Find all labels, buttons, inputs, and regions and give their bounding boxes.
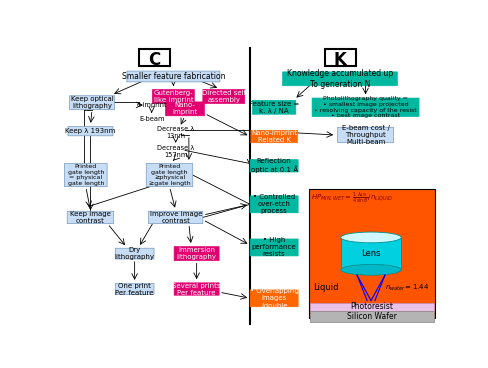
Text: Photoresist: Photoresist	[350, 302, 393, 311]
FancyBboxPatch shape	[203, 89, 244, 103]
FancyBboxPatch shape	[115, 284, 154, 294]
Text: • Controlled
over-etch
process: • Controlled over-etch process	[253, 194, 295, 214]
Text: K: K	[334, 50, 346, 68]
FancyBboxPatch shape	[115, 248, 154, 259]
FancyBboxPatch shape	[152, 89, 194, 103]
Text: E-beam cost /
Throughput
Multi-beam: E-beam cost / Throughput Multi-beam	[342, 125, 389, 145]
Text: e-imprint: e-imprint	[136, 102, 167, 108]
FancyBboxPatch shape	[251, 130, 297, 143]
Text: Immersion
lithography: Immersion lithography	[177, 247, 217, 260]
Text: Several prints
Per feature: Several prints Per feature	[172, 283, 221, 296]
Text: Directed self
assembly: Directed self assembly	[202, 90, 246, 103]
Text: $n_{water}= 1.44$: $n_{water}= 1.44$	[385, 282, 429, 293]
Bar	[325, 49, 355, 66]
Text: Nano-
imprint: Nano- imprint	[172, 102, 198, 115]
Text: Knowledge accumulated up
To generation N: Knowledge accumulated up To generation N	[287, 69, 393, 89]
Text: One print
Per feature: One print Per feature	[115, 283, 154, 296]
FancyBboxPatch shape	[341, 237, 401, 270]
Text: Silicon Wafer: Silicon Wafer	[347, 312, 397, 321]
Text: Smaller feature fabrication: Smaller feature fabrication	[122, 72, 225, 81]
Text: E-beam: E-beam	[139, 116, 164, 122]
FancyBboxPatch shape	[250, 290, 298, 307]
FancyBboxPatch shape	[310, 303, 434, 311]
Text: Keep optical
lithography: Keep optical lithography	[71, 96, 113, 109]
Text: Feature size =
k. λ / NA: Feature size = k. λ / NA	[249, 101, 299, 114]
FancyBboxPatch shape	[250, 196, 298, 213]
FancyBboxPatch shape	[174, 283, 219, 295]
Ellipse shape	[341, 264, 401, 275]
Text: C: C	[148, 50, 160, 68]
Text: • High
performance
resists: • High performance resists	[252, 237, 296, 258]
FancyBboxPatch shape	[68, 127, 113, 136]
FancyBboxPatch shape	[250, 160, 298, 172]
Text: Keep image
contrast: Keep image contrast	[70, 211, 111, 224]
FancyBboxPatch shape	[310, 311, 434, 322]
Text: Improve image
contrast: Improve image contrast	[149, 211, 202, 224]
FancyBboxPatch shape	[283, 72, 397, 86]
Text: Decrease λ
157nm: Decrease λ 157nm	[157, 145, 194, 159]
FancyBboxPatch shape	[338, 127, 393, 143]
FancyBboxPatch shape	[252, 100, 296, 114]
FancyBboxPatch shape	[127, 71, 220, 82]
Text: Keep λ 193nm: Keep λ 193nm	[65, 128, 116, 134]
FancyBboxPatch shape	[165, 102, 204, 116]
FancyBboxPatch shape	[148, 211, 203, 224]
Text: Lens: Lens	[361, 249, 381, 258]
FancyBboxPatch shape	[309, 189, 434, 318]
Ellipse shape	[341, 232, 401, 243]
FancyBboxPatch shape	[146, 163, 193, 187]
Text: • Overlapping
images
(double: • Overlapping images (double	[250, 288, 299, 308]
Text: Photolithography quality =
• smallest image projected
• resolving capacity of th: Photolithography quality = • smallest im…	[314, 96, 417, 118]
Text: Decrease λ
13nm: Decrease λ 13nm	[157, 126, 194, 139]
Text: Reflection
optic at 0.1 Å: Reflection optic at 0.1 Å	[250, 158, 298, 173]
FancyBboxPatch shape	[250, 239, 298, 256]
Text: Printed
gate length
≥physical
≥gate length: Printed gate length ≥physical ≥gate leng…	[149, 164, 190, 186]
Text: Dry
lithography: Dry lithography	[115, 247, 155, 260]
Text: Printed
gate length
= physical
gate length: Printed gate length = physical gate leng…	[68, 164, 104, 186]
FancyBboxPatch shape	[67, 211, 114, 224]
FancyBboxPatch shape	[69, 96, 115, 110]
FancyBboxPatch shape	[174, 247, 219, 261]
Text: Nano-imprint
Related K: Nano-imprint Related K	[251, 130, 297, 143]
FancyBboxPatch shape	[312, 98, 419, 117]
Text: $HP_{MIN,WET}=\frac{1}{4}\frac{\lambda_{AIR}}{\sin\theta}/n_{LIQUID}$: $HP_{MIN,WET}=\frac{1}{4}\frac{\lambda_{…	[311, 191, 393, 206]
Text: Gutenberg-
like imprint: Gutenberg- like imprint	[154, 90, 193, 103]
Bar	[139, 49, 169, 66]
Text: Liquid: Liquid	[313, 283, 338, 292]
FancyBboxPatch shape	[64, 163, 107, 187]
